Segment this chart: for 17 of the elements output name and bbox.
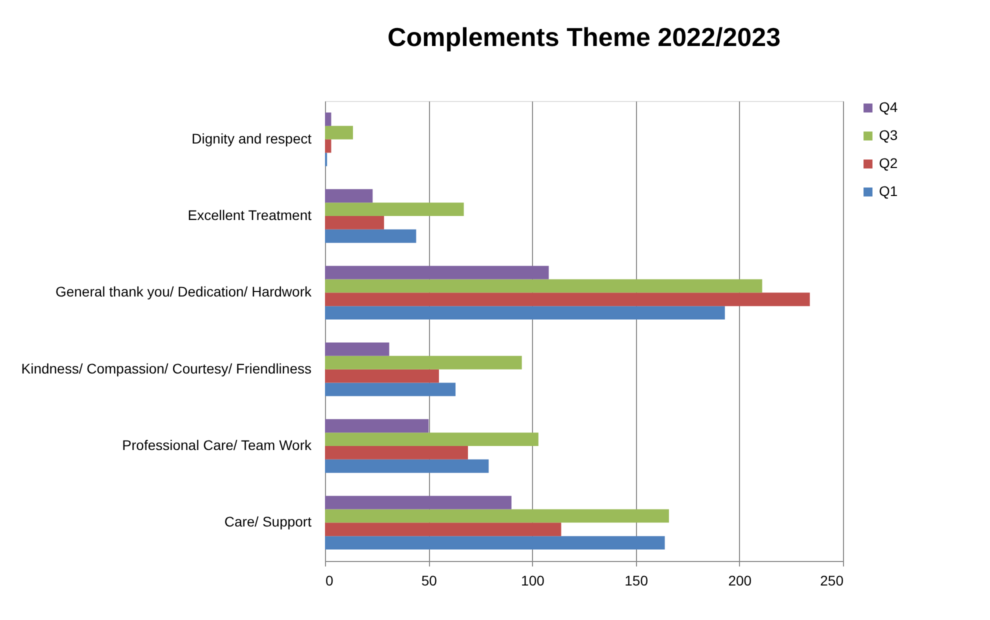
x-tick-label: 50: [421, 572, 438, 588]
x-tick-label: 150: [624, 572, 648, 588]
legend-label: Q1: [879, 183, 898, 199]
legend-label: Q3: [879, 127, 898, 143]
y-tick-label: Excellent Treatment: [188, 207, 312, 223]
y-tick-label: General thank you/ Dedication/ Hardwork: [55, 284, 312, 300]
y-tick-label: Kindness/ Compassion/ Courtesy/ Friendliness: [21, 360, 312, 376]
chart-title: Complements Theme 2022/2023: [387, 22, 781, 52]
y-tick-label: Professional Care/ Team Work: [122, 437, 312, 453]
x-tick-label: 250: [820, 572, 844, 588]
legend-label: Q2: [879, 155, 898, 171]
legend-label: Q4: [879, 99, 898, 115]
x-tick-label: 200: [728, 572, 752, 588]
x-tick-label: 0: [326, 572, 334, 588]
x-tick-label: 100: [521, 572, 545, 588]
y-tick-label: Care/ Support: [224, 514, 312, 530]
y-tick-label: Dignity and respect: [192, 130, 312, 146]
